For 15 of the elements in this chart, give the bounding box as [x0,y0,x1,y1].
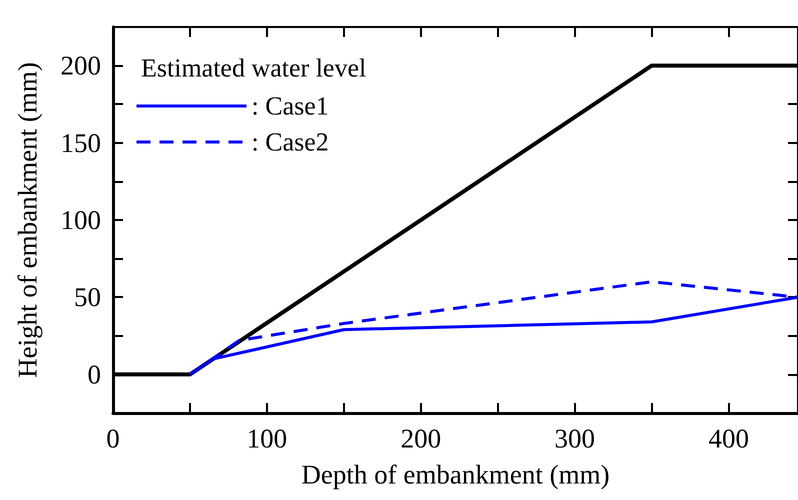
x-tick-label: 200 [400,424,442,454]
x-tick-label: 400 [708,424,749,454]
x-tick-label: 0 [106,424,120,454]
x-tick-label: 300 [554,424,596,454]
y-axis-title: Height of embankment (mm) [12,62,42,378]
legend-title: Estimated water level [141,54,366,82]
y-tick-label: 0 [88,359,101,390]
y-tick-label: 150 [60,128,101,158]
legend-label: : Case1 [252,92,329,120]
x-axis-title: Depth of embankment (mm) [301,460,610,490]
legend-label: : Case2 [252,128,329,156]
y-tick-label: 50 [74,282,101,312]
y-tick-label: 100 [60,205,101,235]
y-tick-label: 200 [60,50,101,81]
x-tick-label: 100 [246,424,288,454]
